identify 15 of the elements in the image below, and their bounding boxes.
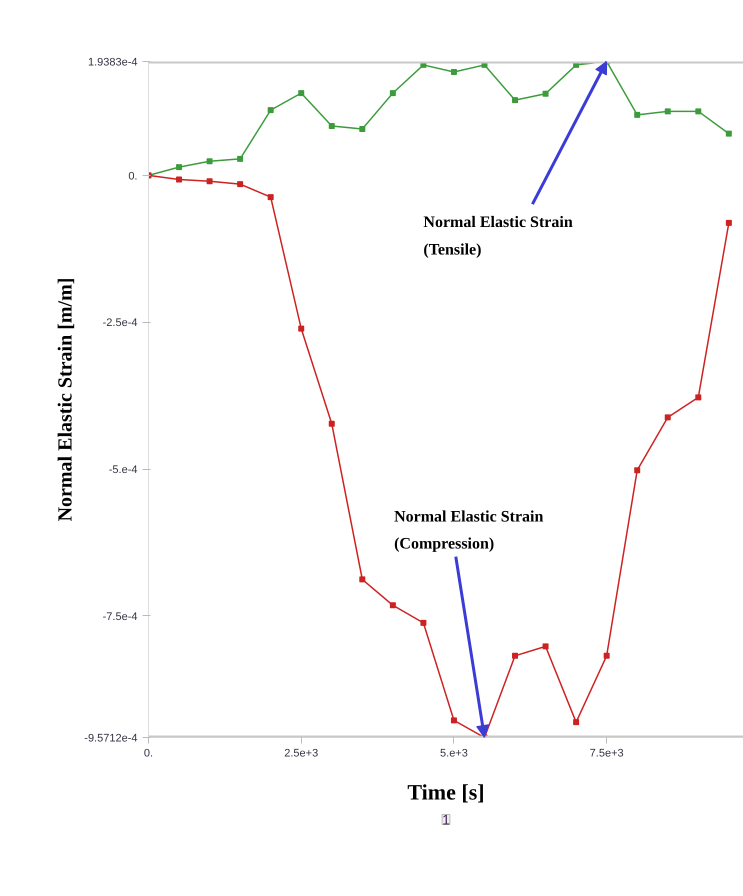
annotation: Normal Elastic Strain (Tensile) — [423, 214, 573, 258]
y-tick-label: -5.e-4 — [108, 464, 138, 476]
x-axis-title: Time [s] — [407, 780, 485, 804]
y-axis-title: Normal Elastic Strain [m/m] — [54, 278, 76, 522]
y-tick-label: -2.5e-4 — [102, 317, 138, 330]
y-tick-label: 0. — [128, 170, 138, 182]
x-tick-label: 0. — [144, 748, 154, 760]
x-tick-label: 7.5e+3 — [590, 748, 624, 760]
y-tick-label: -7.5e-4 — [102, 610, 138, 623]
annotation: Normal Elastic Strain (Compression) — [394, 508, 544, 553]
y-tick-label: -9.5712e-4 — [84, 732, 138, 744]
x-tick-label: 2.5e+3 — [284, 748, 318, 760]
x-tick-label: 5.e+3 — [440, 748, 468, 760]
y-tick-label: 1.9383e-4 — [88, 56, 138, 68]
text: 1 — [442, 812, 450, 828]
